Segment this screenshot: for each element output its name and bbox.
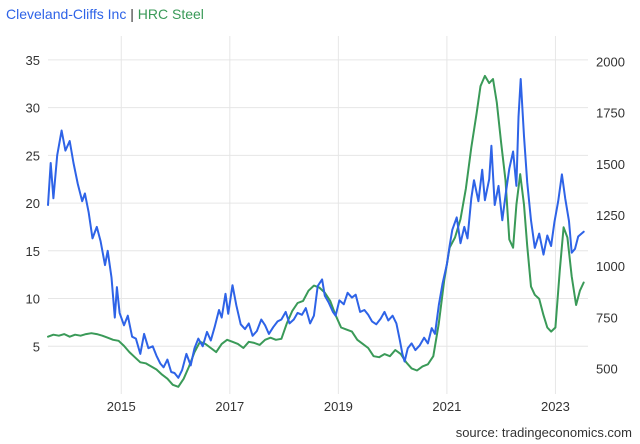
grid [48,36,588,394]
y-right-tick-label: 1500 [596,157,625,172]
y-left-tick-label: 30 [26,101,40,116]
y-right-tick-label: 1250 [596,208,625,223]
x-tick-label: 2015 [107,399,136,414]
y-right-tick-label: 500 [596,361,618,376]
chart-legend: Cleveland-Cliffs Inc | HRC Steel [6,6,204,22]
y-left-tick-label: 25 [26,148,40,163]
legend-series1[interactable]: Cleveland-Cliffs Inc [6,6,127,22]
series-lines [47,74,585,388]
y-left-tick-label: 10 [26,292,40,307]
series-line-cleveland-cliffs[interactable] [47,78,585,379]
legend-separator: | [130,6,134,22]
legend-series2[interactable]: HRC Steel [137,6,204,22]
y-left-tick-label: 20 [26,196,40,211]
y-right-tick-label: 1750 [596,106,625,121]
y-right-tick-label: 750 [596,310,618,325]
y-right-tick-label: 1000 [596,259,625,274]
y-left-tick-label: 15 [26,244,40,259]
source-attribution[interactable]: source: tradingeconomics.com [455,425,632,440]
y-right-tick-label: 2000 [596,55,625,70]
x-tick-label: 2019 [324,399,353,414]
x-tick-label: 2017 [215,399,244,414]
axis-ticks: 5 10 15 20 25 30 35 500 750 1000 1250 1500 1750 2000 2… [26,53,625,414]
x-tick-label: 2023 [541,399,570,414]
x-tick-label: 2021 [432,399,461,414]
y-left-tick-label: 35 [26,53,40,68]
series-line-hrc-steel[interactable] [47,74,585,388]
y-left-tick-label: 5 [33,339,40,354]
